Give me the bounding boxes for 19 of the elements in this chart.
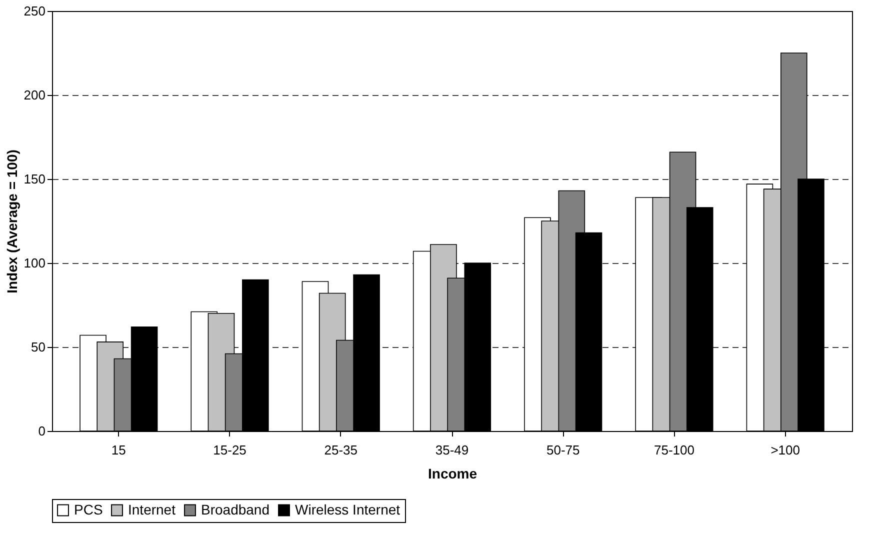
y-axis-title: Index (Average = 100) <box>4 150 20 294</box>
y-tick-label: 200 <box>24 88 46 102</box>
x-tick-label: 25-35 <box>324 442 358 458</box>
x-tick-label: 15 <box>111 442 126 458</box>
y-tick-label: 150 <box>24 172 46 186</box>
y-tick-label: 50 <box>31 340 46 354</box>
legend-label: Wireless Internet <box>295 501 400 518</box>
x-tick-label: 75-100 <box>654 442 694 458</box>
x-tick-label: 15-25 <box>213 442 246 458</box>
x-tick-label: 35-49 <box>435 442 469 458</box>
x-axis-title: Income <box>428 466 478 482</box>
legend-label: Internet <box>128 501 176 518</box>
x-tick-label: >100 <box>770 442 800 458</box>
y-tick-label: 250 <box>24 4 46 18</box>
legend-label: PCS <box>74 501 103 518</box>
legend-label: Broadband <box>201 501 270 518</box>
x-tick-label: 50-75 <box>546 442 580 458</box>
y-tick-label: 0 <box>38 424 46 438</box>
y-tick-label: 100 <box>24 256 46 270</box>
